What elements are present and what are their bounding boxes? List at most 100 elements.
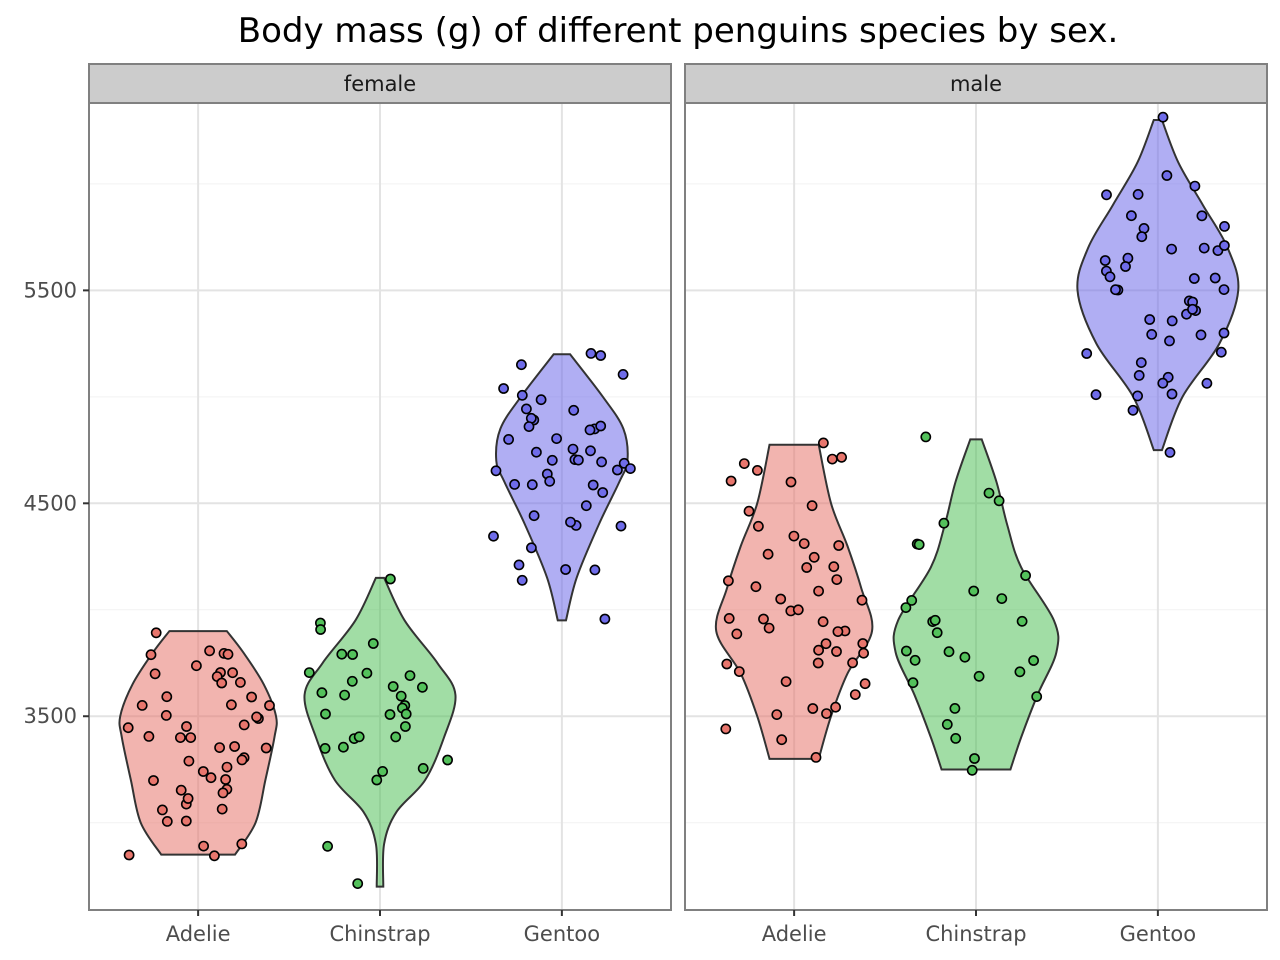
data-point-gentoo [1081,348,1093,359]
data-point-gentoo [568,404,580,416]
data-point-adelie [214,742,225,753]
facet-label-male: male [950,72,1002,96]
data-point-adelie [849,689,861,700]
data-point-chinstrap [913,539,925,550]
data-point-chinstrap [969,753,980,764]
data-point-adelie [723,613,735,624]
panels-layer: female Adelie Chinstrap Gentoo male Adelie Chi… [88,63,1268,946]
data-point-gentoo [526,479,538,491]
data-point-adelie [763,622,775,634]
data-point-gentoo [1218,284,1230,295]
data-point-gentoo [1188,273,1200,284]
data-point-adelie [771,709,783,720]
x-tick-label-gentoo: Gentoo [524,922,600,946]
data-point-gentoo [589,564,601,576]
data-point-adelie [251,711,262,723]
data-point-adelie [818,437,829,449]
data-point-gentoo [1133,369,1145,381]
data-point-gentoo [597,487,609,498]
chart-title: Body mass (g) of different penguins spec… [238,11,1119,51]
data-point-adelie [225,699,237,711]
data-point-gentoo [523,421,535,432]
data-point-chinstrap [303,667,315,678]
data-point-gentoo [612,464,623,476]
data-point-gentoo [526,542,537,554]
data-point-gentoo [1127,404,1139,416]
data-point-adelie [264,700,275,711]
data-point-adelie [828,561,840,573]
data-point-adelie [181,721,192,732]
data-point-adelie [204,645,215,657]
violin-chinstrap-male [892,438,1060,771]
data-point-adelie [780,676,792,687]
data-point-chinstrap [950,733,962,744]
data-point-adelie [220,774,231,785]
data-point-adelie [856,594,868,606]
data-point-adelie [831,646,842,657]
data-point-chinstrap [377,766,388,777]
data-point-chinstrap [993,495,1005,507]
data-point-gentoo [565,516,576,528]
data-point-adelie [785,476,797,488]
data-point-chinstrap [938,517,950,529]
data-point-adelie [723,575,734,587]
data-point-adelie [807,703,819,714]
data-point-adelie [833,540,845,551]
data-point-adelie [229,741,240,752]
data-point-gentoo [1099,255,1111,266]
data-point-gentoo [1166,243,1177,255]
data-point-gentoo [1218,327,1230,339]
data-point-adelie [216,803,228,815]
data-point-adelie [788,530,800,542]
data-point-adelie [160,710,172,721]
data-point-gentoo [1201,377,1213,389]
data-point-chinstrap [416,681,428,693]
data-point-gentoo [1166,388,1178,400]
violin-adelie-female [118,630,278,856]
data-point-gentoo [596,456,607,468]
data-point-adelie [743,505,755,517]
data-point-gentoo [585,347,597,359]
data-point-gentoo [1126,210,1137,222]
data-point-adelie [821,708,832,719]
data-point-chinstrap [353,731,365,743]
data-point-gentoo [567,443,579,455]
data-point-gentoo [546,454,558,466]
data-point-adelie [143,731,155,742]
data-point-adelie [246,691,257,703]
data-point-chinstrap [900,602,912,613]
data-point-chinstrap [909,654,921,666]
data-point-chinstrap [929,614,941,626]
data-point-adelie [857,638,869,649]
data-point-adelie [810,752,822,763]
data-point-chinstrap [346,675,358,687]
data-point-adelie [222,648,234,660]
data-point-gentoo [1132,390,1143,402]
data-point-adelie [175,784,187,796]
data-point-gentoo [599,613,611,625]
data-point-gentoo [513,559,525,571]
data-point-gentoo [617,368,629,380]
data-point-gentoo [509,478,520,490]
data-point-adelie [236,754,248,766]
data-point-gentoo [1209,272,1221,284]
data-point-chinstrap [384,573,396,585]
data-point-adelie [858,647,869,659]
y-axis: 3500 4500 5500 [24,278,89,728]
y-tick-label: 4500 [24,491,77,515]
data-point-gentoo [544,475,556,487]
data-point-adelie [161,691,173,703]
data-point-chinstrap [1014,666,1026,678]
data-point-chinstrap [320,708,331,720]
panel-female: female Adelie Chinstrap Gentoo [88,63,672,946]
data-point-gentoo [490,465,502,477]
data-point-adelie [812,657,824,669]
data-point-chinstrap [361,667,373,679]
data-point-adelie [826,453,838,465]
data-point-adelie [752,464,763,476]
data-point-adelie [750,581,762,593]
data-point-chinstrap [968,585,980,597]
data-point-adelie [725,475,737,487]
data-point-gentoo [1219,240,1230,251]
data-point-gentoo [1144,314,1156,325]
